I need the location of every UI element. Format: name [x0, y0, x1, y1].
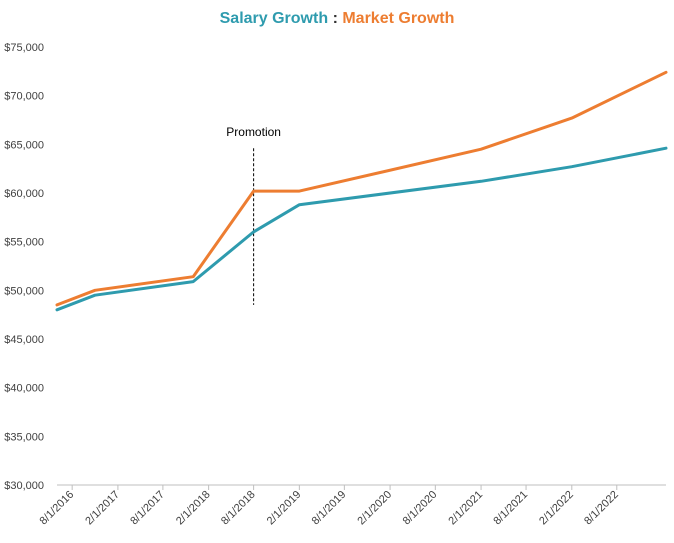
y-tick-label: $75,000: [4, 42, 44, 54]
x-tick-label: 8/1/2018: [219, 489, 258, 528]
x-tick-label: 2/1/2017: [83, 489, 122, 528]
x-tick-label: 8/1/2020: [401, 489, 440, 528]
x-tick-label: 2/1/2020: [355, 489, 394, 528]
x-axis: 8/1/2016 2/1/2017 8/1/2017 2/1/2018 8/1/2018…: [38, 484, 666, 528]
x-tick-label: 8/1/2022: [582, 489, 621, 528]
y-axis: $30,000 $35,000 $40,000 $45,000 $50,000 $55,0…: [4, 42, 44, 492]
x-tick-label: 8/1/2021: [491, 489, 530, 528]
y-tick-label: $30,000: [4, 480, 44, 492]
promotion-label: Promotion: [226, 125, 281, 139]
y-tick-label: $55,000: [4, 237, 44, 249]
salary-growth-line: [55, 146, 668, 312]
y-tick-label: $45,000: [4, 334, 44, 346]
title-salary-growth: Salary Growth: [219, 10, 329, 27]
y-tick-label: $50,000: [4, 285, 44, 297]
y-tick-label: $70,000: [4, 91, 44, 103]
y-tick-label: $65,000: [4, 139, 44, 151]
x-tick-label: 8/1/2017: [128, 489, 167, 528]
y-tick-label: $40,000: [4, 383, 44, 395]
x-tick-label: 8/1/2016: [38, 489, 77, 528]
x-tick-label: 8/1/2019: [310, 489, 349, 528]
y-tick-label: $60,000: [4, 188, 44, 200]
x-tick-label: 2/1/2018: [174, 489, 213, 528]
x-tick-label: 2/1/2019: [265, 489, 304, 528]
x-tick-label: 2/1/2022: [537, 489, 576, 528]
annotation-layer: Promotion: [226, 125, 281, 305]
chart-title: Salary Growth : Market Growth: [0, 9, 674, 29]
series-layer: [55, 70, 668, 312]
market-growth-line: [55, 70, 668, 307]
y-tick-label: $35,000: [4, 431, 44, 443]
x-tick-label: 2/1/2021: [446, 489, 485, 528]
title-separator: :: [332, 10, 338, 27]
title-market-growth: Market Growth: [342, 10, 455, 27]
